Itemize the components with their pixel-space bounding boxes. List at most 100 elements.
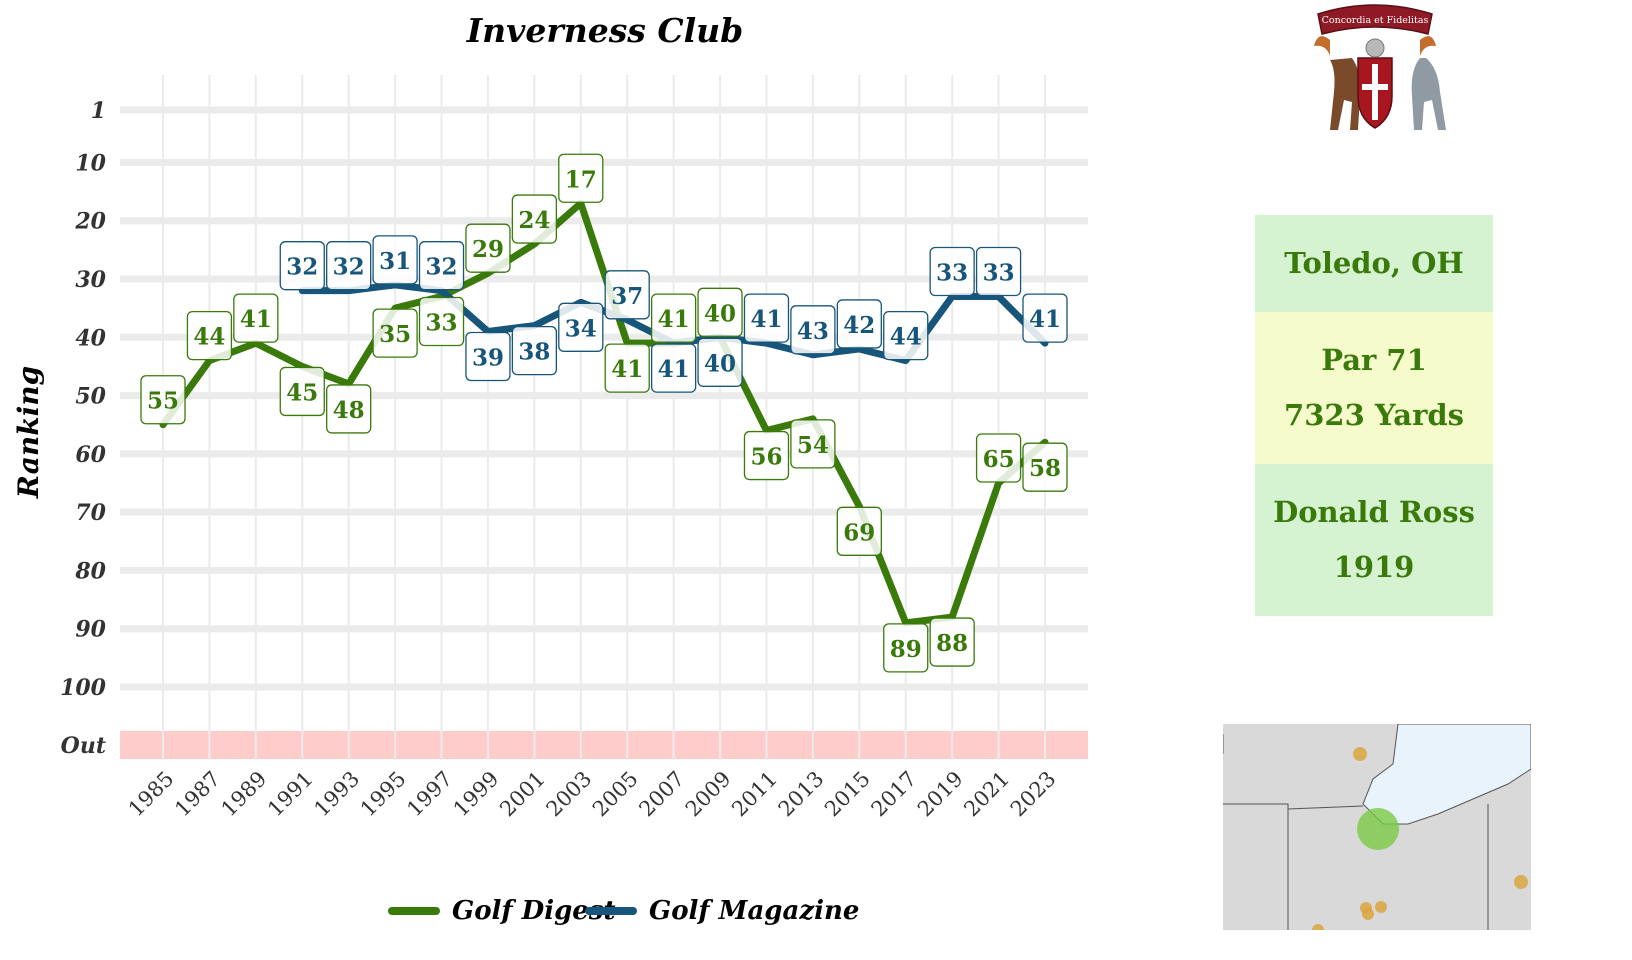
par-text: Par 71 [1321, 343, 1427, 377]
x-tick-label: 1993 [309, 767, 364, 822]
golf-magazine-data-label: 41 [1022, 293, 1068, 343]
golf-digest-data-label: 41 [650, 293, 697, 343]
golf-magazine-data-label: 34 [558, 302, 604, 352]
svg-text:32: 32 [426, 254, 458, 281]
golf-magazine-data-label: 31 [372, 235, 418, 285]
x-tick-label: 2011 [727, 767, 782, 822]
svg-text:41: 41 [750, 306, 782, 333]
map-marker-other [1353, 747, 1367, 761]
x-tick-label: 2007 [634, 767, 689, 822]
x-tick-label: 1997 [402, 767, 457, 822]
x-tick-label: 2015 [820, 767, 875, 822]
y-tick-label: 70 [75, 500, 106, 526]
x-tick-label: 1995 [356, 767, 411, 822]
y-tick-label: 10 [75, 150, 106, 176]
golf-magazine-data-label: 39 [465, 331, 511, 382]
golf-digest-data-label: 17 [558, 153, 604, 203]
yards-text: 7323 Yards [1284, 398, 1464, 432]
svg-text:40: 40 [704, 300, 736, 327]
y-tick-label: 90 [75, 617, 106, 643]
svg-text:32: 32 [333, 254, 365, 281]
golf-magazine-data-label: 41 [743, 293, 790, 343]
svg-text:29: 29 [472, 236, 504, 263]
crest-motto: Concordia et Fidelitas [1322, 15, 1429, 26]
svg-text:40: 40 [704, 350, 736, 377]
golf-digest-data-label: 48 [326, 384, 372, 434]
golf-magazine-data-label: 32 [418, 241, 465, 291]
x-tick-label: 1989 [217, 767, 272, 822]
golf-magazine-legend-label: Golf Magazine [649, 896, 859, 926]
svg-text:38: 38 [518, 339, 550, 366]
svg-text:42: 42 [843, 312, 875, 339]
svg-text:41: 41 [611, 356, 643, 383]
map-marker-current [1357, 808, 1399, 850]
golf-magazine-data-label: 37 [604, 270, 650, 320]
y-axis-title: Ranking [12, 366, 45, 499]
x-tick-label: 1991 [263, 767, 318, 822]
golf-digest-data-label: 40 [697, 287, 743, 337]
svg-text:39: 39 [472, 344, 504, 371]
x-tick-label: 2013 [774, 767, 829, 822]
svg-text:41: 41 [658, 306, 690, 333]
svg-text:24: 24 [518, 207, 550, 234]
golf-digest-data-label: 65 [975, 433, 1022, 483]
golf-magazine-data-label: 42 [836, 299, 882, 349]
map-marker-other [1514, 875, 1528, 889]
golf-magazine-data-label: 41 [650, 343, 697, 393]
golf-digest-data-label: 89 [883, 623, 929, 673]
golf-digest-data-label: 33 [418, 296, 465, 347]
x-tick-label: 2005 [588, 767, 643, 822]
svg-text:34: 34 [565, 315, 597, 342]
club-crest-logo: Concordia et Fidelitas [1314, 4, 1446, 130]
golf-magazine-data-label: 43 [790, 305, 836, 355]
svg-text:45: 45 [286, 379, 318, 406]
out-band [120, 731, 1088, 759]
golf-digest-data-label: 35 [372, 308, 418, 358]
y-tick-label: 60 [75, 442, 106, 468]
golf-digest-data-label: 41 [604, 343, 650, 393]
y-tick-label: 40 [75, 325, 106, 351]
chart-title: Inverness Club [466, 11, 744, 50]
svg-text:41: 41 [1029, 306, 1061, 333]
x-tick-label: 2017 [867, 767, 922, 822]
x-tick-label: 2021 [959, 767, 1014, 822]
y-tick-label: 100 [60, 675, 107, 701]
svg-text:32: 32 [286, 254, 318, 281]
golf-magazine-data-label: 33 [929, 246, 975, 297]
y-tick-label: 20 [74, 209, 106, 235]
svg-text:37: 37 [611, 283, 643, 310]
y-tick-label: 80 [74, 558, 106, 584]
legend: Golf Digest Golf Magazine [388, 896, 859, 926]
course-panel: Par 71 7323 Yards [1255, 312, 1493, 464]
golf-digest-data-label: 58 [1022, 442, 1068, 492]
x-tick-label: 2023 [1006, 767, 1061, 822]
svg-text:33: 33 [936, 260, 968, 287]
locator-map [1223, 724, 1531, 930]
location-text: Toledo, OH [1284, 246, 1464, 280]
location-panel: Toledo, OH [1255, 215, 1493, 312]
year-text: 1919 [1333, 550, 1415, 584]
y-tick-label: 50 [75, 384, 106, 410]
map-marker-other [1375, 901, 1387, 913]
svg-text:55: 55 [147, 388, 179, 415]
svg-text:35: 35 [379, 321, 411, 348]
svg-text:33: 33 [983, 260, 1015, 287]
svg-text:88: 88 [936, 630, 968, 657]
svg-text:65: 65 [983, 446, 1015, 473]
golf-digest-data-label: 56 [743, 430, 790, 481]
x-tick-label: 2019 [913, 767, 968, 822]
golf-digest-data-label: 55 [140, 375, 186, 425]
svg-text:54: 54 [797, 432, 829, 459]
golf-magazine-data-label: 44 [883, 310, 929, 361]
x-tick-label: 2001 [495, 767, 550, 822]
map-marker-other [1362, 908, 1374, 920]
svg-text:89: 89 [890, 636, 922, 663]
golf-digest-data-label: 44 [186, 310, 233, 361]
x-tick-label: 2003 [542, 767, 597, 822]
golf-magazine-data-label: 38 [511, 325, 558, 376]
svg-text:33: 33 [426, 310, 458, 337]
golf-magazine-data-label: 32 [326, 241, 372, 291]
svg-text:44: 44 [193, 324, 225, 351]
golf-digest-data-label: 69 [836, 506, 882, 556]
